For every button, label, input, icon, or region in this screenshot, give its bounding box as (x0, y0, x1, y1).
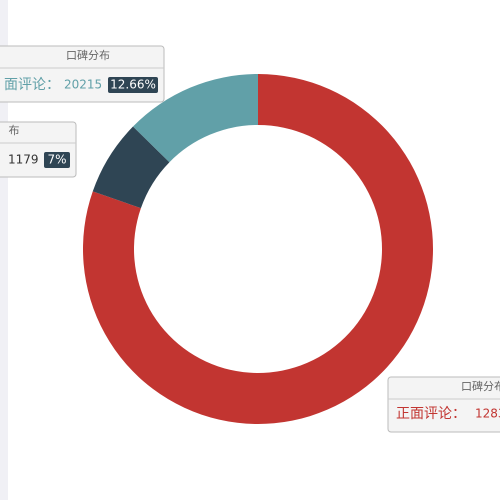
tooltip-name: 正面评论： (396, 406, 466, 422)
tooltip: 口碑分布 正面评论： 1283 (387, 376, 500, 433)
tooltip-count: 1179 (8, 153, 39, 167)
slice (92, 126, 170, 209)
side-strip (0, 0, 8, 500)
tooltip-percent: 7% (47, 153, 66, 167)
tooltip-title: 口碑分布 (66, 49, 110, 62)
tooltip-count: 1283 (475, 407, 500, 421)
tooltip: 布 1179 7% (0, 121, 77, 178)
tooltip-title: 口碑分布 (461, 380, 500, 393)
badge (44, 152, 70, 168)
tooltip-name: 面评论： (4, 77, 60, 93)
badge (108, 77, 158, 93)
tooltip-title: 布 (9, 124, 20, 137)
tooltip-count: 20215 (64, 78, 102, 92)
tooltip-box (387, 376, 500, 433)
tooltip: 口碑分布 面评论： 20215 12.66% (0, 45, 165, 103)
donut (82, 74, 434, 424)
slice (133, 74, 258, 163)
tooltip-percent: 12.66% (110, 78, 156, 92)
